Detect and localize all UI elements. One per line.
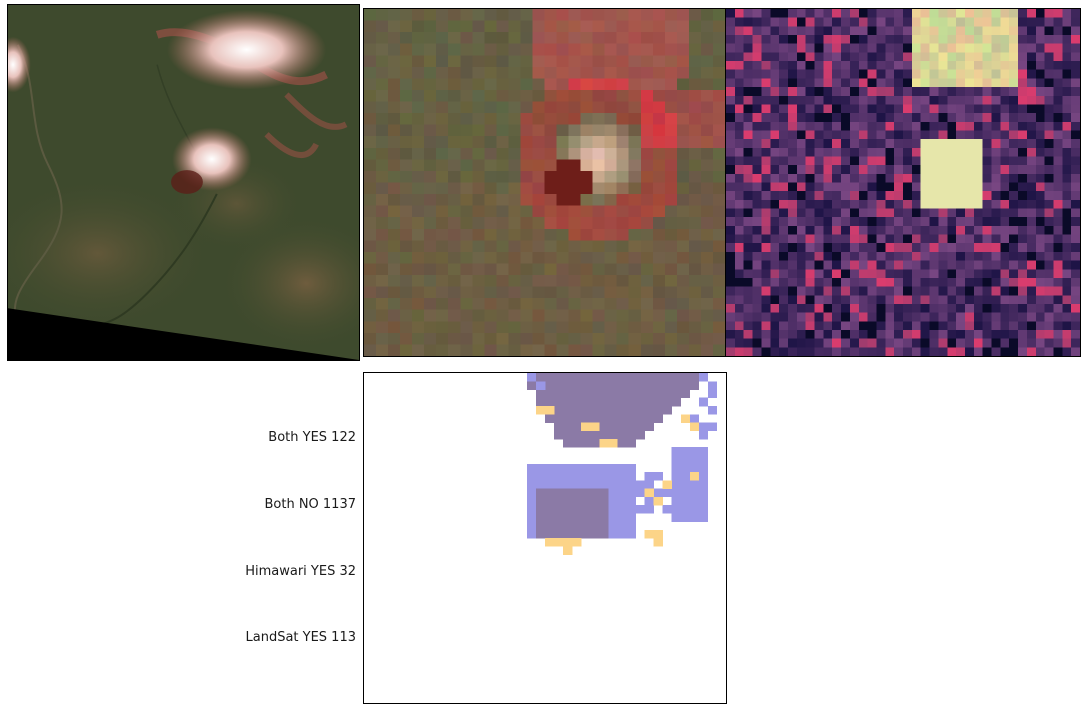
legend-himawari-yes: Himawari YES 32: [245, 564, 356, 579]
detection-comparison-mask: [363, 372, 727, 704]
satellite-overview-image: [7, 4, 360, 361]
legend-both-yes: Both YES 122: [268, 430, 356, 445]
legend-landsat-yes: LandSat YES 113: [245, 630, 357, 645]
legend-both-no: Both NO 1137: [264, 497, 356, 512]
zoomed-false-color-image: [726, 8, 1081, 357]
zoomed-true-color-image: [363, 8, 726, 357]
